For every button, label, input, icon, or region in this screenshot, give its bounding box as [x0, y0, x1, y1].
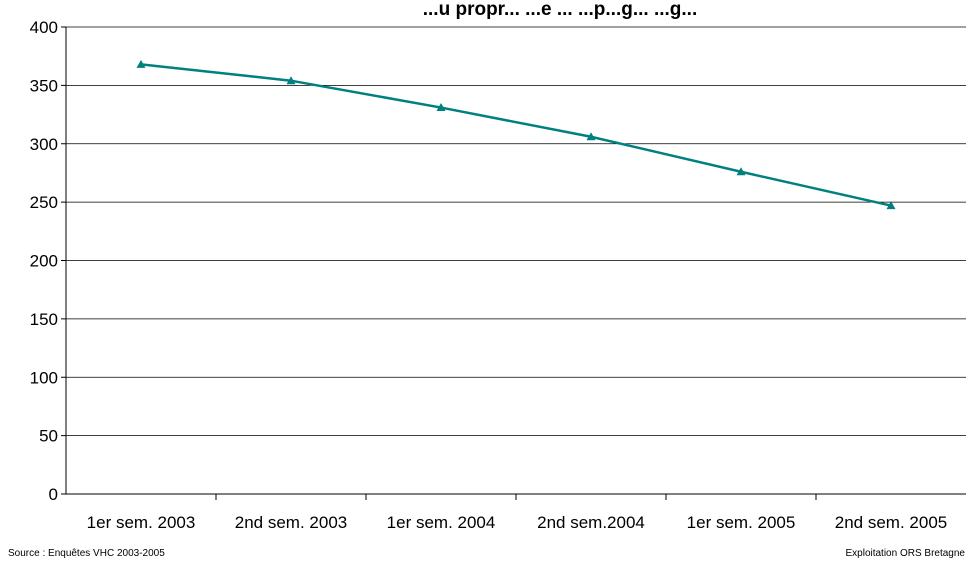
data-point-1: [286, 76, 296, 85]
y-tick-label-100: 100: [30, 368, 58, 387]
series-line-0: [140, 63, 892, 207]
y-tick-label-400: 400: [30, 18, 58, 37]
data-point-3: [586, 132, 596, 141]
x-tick-label-0: 1er sem. 2003: [87, 513, 196, 532]
x-tick-label-1: 2nd sem. 2003: [235, 513, 347, 532]
x-tick-label-5: 2nd sem. 2005: [835, 513, 947, 532]
data-point-5: [886, 201, 896, 210]
y-tick-label-200: 200: [30, 252, 58, 271]
credit-note: Exploitation ORS Bretagne: [845, 548, 965, 559]
y-tick-label-300: 300: [30, 135, 58, 154]
series-group: [136, 59, 896, 210]
x-tick-label-3: 2nd sem.2004: [537, 513, 645, 532]
source-note: Source : Enquêtes VHC 2003-2005: [8, 548, 165, 559]
x-tick-label-2: 1er sem. 2004: [387, 513, 496, 532]
x-tick-label-4: 1er sem. 2005: [687, 513, 796, 532]
y-tick-label-150: 150: [30, 310, 58, 329]
y-tick-label-50: 50: [39, 427, 58, 446]
gridlines: [66, 26, 966, 437]
y-tick-label-350: 350: [30, 76, 58, 95]
y-axis-ticks: 0 50 100 150 200 250 300 350 400: [30, 18, 66, 504]
y-tick-label-250: 250: [30, 193, 58, 212]
data-point-0: [136, 59, 146, 68]
chart-title: ...u propr... ...e ... ...p...g... ...g.…: [423, 0, 697, 20]
x-axis-ticks: 1er sem. 2003 2nd sem. 2003 1er sem. 2004 2…: [87, 494, 947, 532]
y-tick-label-0: 0: [49, 485, 58, 504]
data-point-4: [736, 167, 746, 176]
data-point-2: [436, 103, 446, 112]
